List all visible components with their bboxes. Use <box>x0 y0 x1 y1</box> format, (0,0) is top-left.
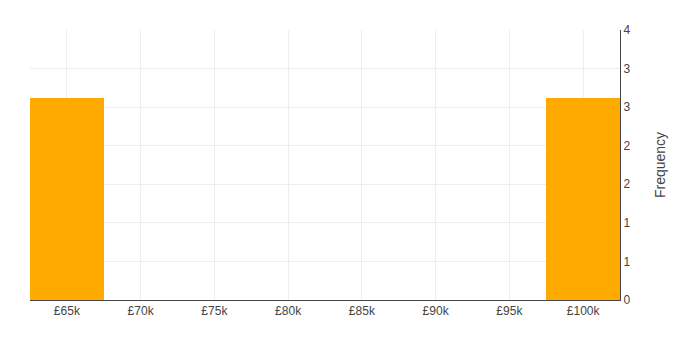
svg-text:£65k: £65k <box>54 304 81 318</box>
svg-text:3: 3 <box>623 62 630 76</box>
svg-text:2: 2 <box>623 139 630 153</box>
svg-text:3: 3 <box>623 100 630 114</box>
svg-text:£80k: £80k <box>275 304 302 318</box>
svg-text:£85k: £85k <box>349 304 376 318</box>
svg-text:£95k: £95k <box>496 304 523 318</box>
svg-text:£90k: £90k <box>423 304 450 318</box>
svg-text:1: 1 <box>623 255 630 269</box>
svg-text:£70k: £70k <box>128 304 155 318</box>
svg-text:£100k: £100k <box>567 304 601 318</box>
svg-text:0: 0 <box>623 293 630 307</box>
svg-text:2: 2 <box>623 177 630 191</box>
svg-text:4: 4 <box>623 23 630 37</box>
svg-text:Frequency: Frequency <box>652 132 668 198</box>
svg-text:£75k: £75k <box>201 304 228 318</box>
svg-text:1: 1 <box>623 216 630 230</box>
